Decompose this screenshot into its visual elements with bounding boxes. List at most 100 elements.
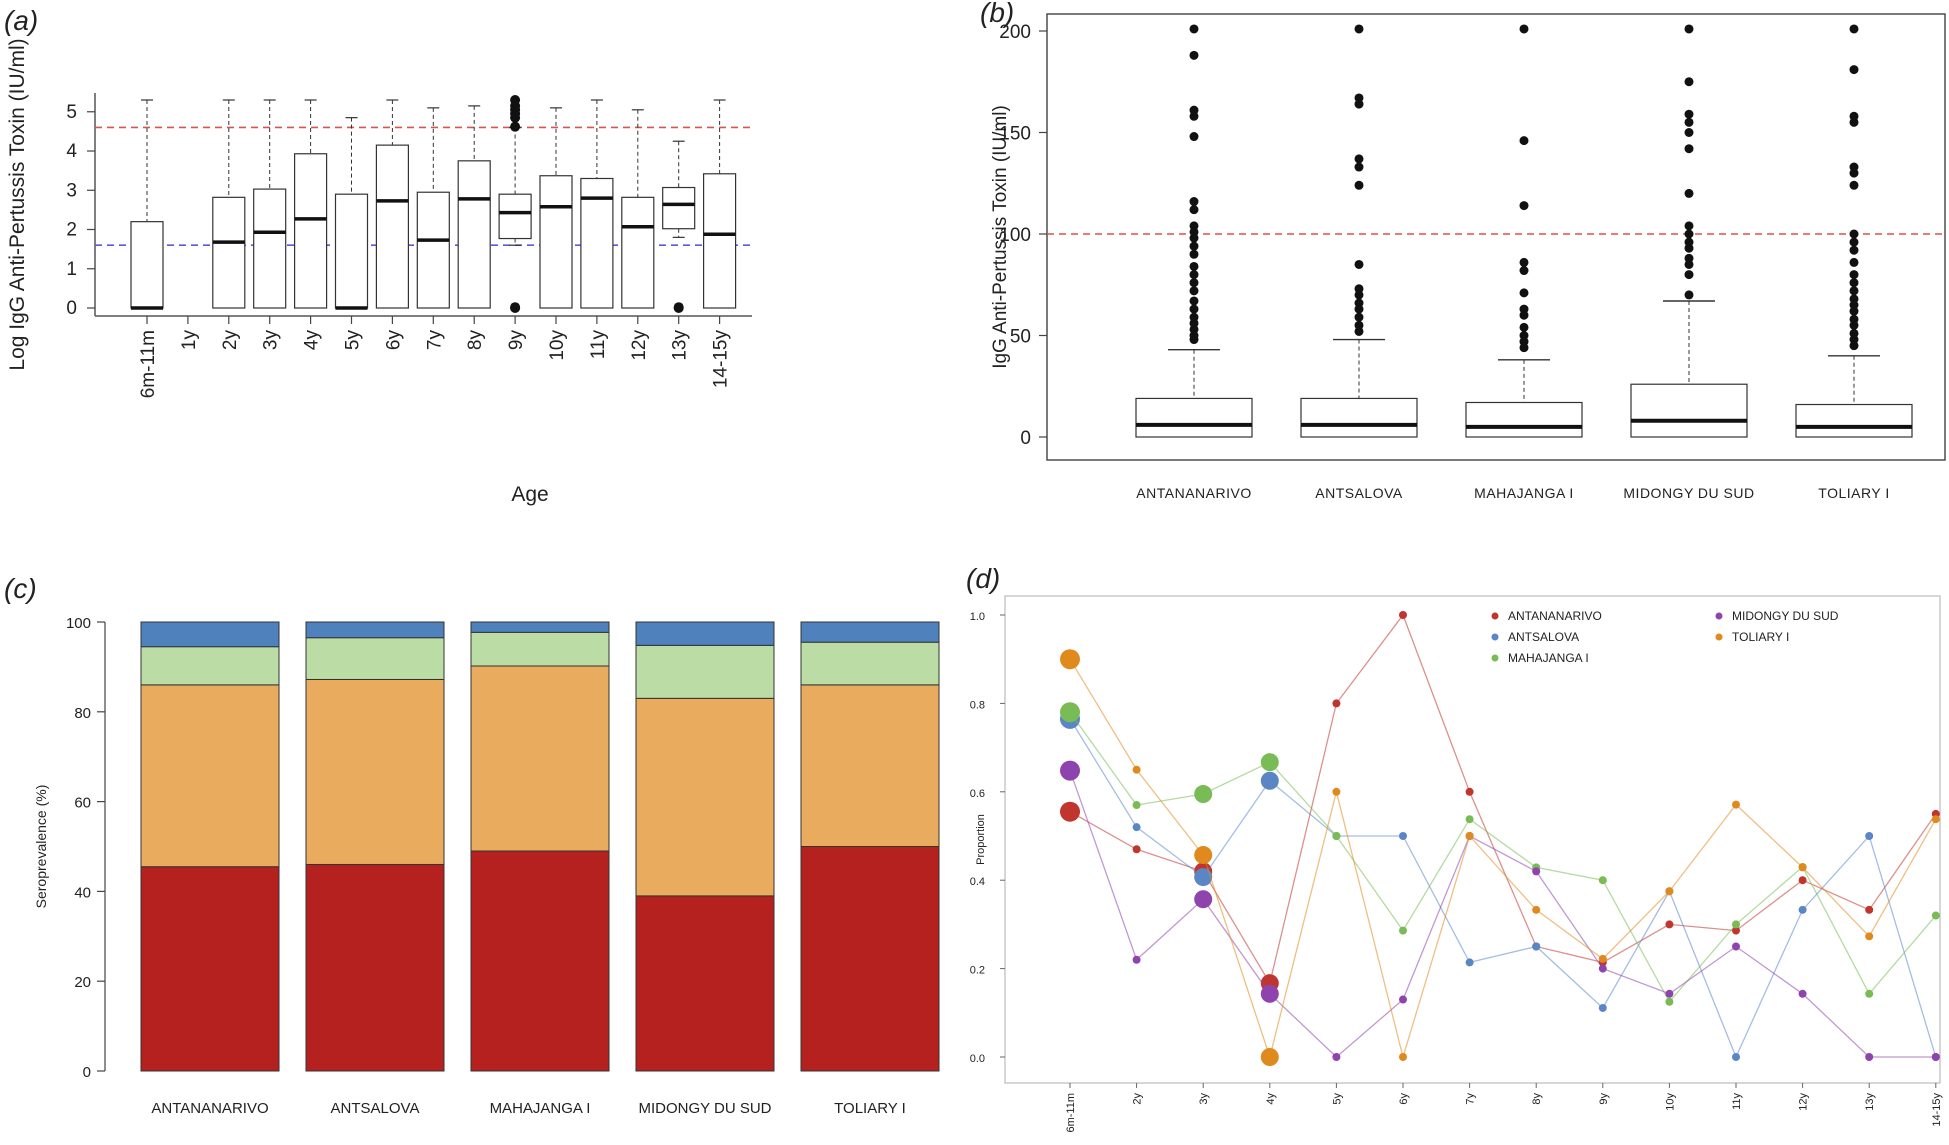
data-point <box>1132 955 1141 964</box>
x-tick-label: 9y <box>1598 1093 1610 1105</box>
legend-label: ANTSALOVA <box>1508 630 1579 644</box>
outlier-point <box>1684 128 1694 137</box>
outlier-point <box>1189 304 1199 314</box>
y-tick-label: 3 <box>66 180 77 201</box>
x-tick-label: 1y <box>179 330 200 351</box>
y-tick-label: 1.0 <box>970 611 985 623</box>
data-point <box>1598 876 1607 885</box>
y-tick-label: 0 <box>1020 428 1031 449</box>
outlier-point <box>1189 241 1199 251</box>
data-point <box>1060 801 1080 822</box>
data-point <box>1532 942 1541 951</box>
outlier-point <box>1684 144 1694 154</box>
y-axis-label: IgG Anti-Pertussis Toxin (IU/ml) <box>990 105 1011 369</box>
series-line <box>1069 711 1937 1003</box>
data-point <box>1060 649 1080 670</box>
outlier-point <box>1849 162 1859 172</box>
bar-segment <box>635 621 775 646</box>
data-point <box>1132 801 1141 810</box>
x-tick-label: 10y <box>1664 1093 1676 1111</box>
outlier-point <box>673 302 684 313</box>
data-point <box>1865 905 1874 914</box>
data-point <box>1399 995 1407 1004</box>
outlier-point <box>1849 24 1859 34</box>
outlier-point <box>1189 261 1199 271</box>
outlier-point <box>1189 105 1199 115</box>
x-tick-label: MAHAJANGA I <box>490 1100 591 1117</box>
x-tick-label: 12y <box>1798 1093 1810 1111</box>
x-tick-label: ANTSALOVA <box>1315 485 1403 501</box>
outlier-point <box>1189 132 1199 142</box>
outlier-point <box>1189 221 1199 231</box>
x-axis-label: Age <box>511 483 548 506</box>
data-point <box>1260 753 1279 772</box>
legend-marker <box>1491 654 1499 662</box>
panel-c-stacked-bar: 0 20 40 60 80 100 ANTANANARIVO ANTSALOVA MAHAJAN… <box>33 615 940 1117</box>
outlier-point <box>1189 270 1199 280</box>
x-tick-label: MAHAJANGA I <box>1474 485 1574 501</box>
x-tick-label: TOLIARY I <box>1818 485 1889 501</box>
outlier-point <box>1684 270 1694 280</box>
data-point <box>1060 702 1080 723</box>
x-tick-label: 6y <box>383 330 404 351</box>
bar-segment <box>305 621 445 639</box>
bar-segment <box>305 678 445 865</box>
data-point <box>1865 832 1874 840</box>
legend-label: MAHAJANGA I <box>1508 651 1589 665</box>
box <box>416 191 450 309</box>
outlier-point <box>1684 77 1694 87</box>
bar-segment <box>470 631 610 667</box>
outlier-point <box>1189 24 1199 34</box>
x-tick-label: 5y <box>343 330 364 351</box>
y-tick-label: 0.2 <box>970 965 985 977</box>
y-tick-label: 100 <box>66 615 91 632</box>
bar-segment <box>800 846 940 1072</box>
x-tick-label: 3y <box>1198 1093 1210 1105</box>
data-point <box>1931 911 1940 920</box>
data-point <box>1399 832 1407 840</box>
outlier-point <box>1849 270 1859 280</box>
outlier-point <box>1849 278 1859 288</box>
outlier-point <box>1849 65 1859 75</box>
x-tick-label: 10y <box>547 330 568 361</box>
x-tick-label: 7y <box>1465 1093 1477 1105</box>
y-tick-label: 0.4 <box>970 876 985 888</box>
data-point <box>1399 611 1407 619</box>
panel-label-c: (c) <box>4 573 37 604</box>
y-axis-label: Proportion <box>975 814 987 865</box>
x-tick-label: 13y <box>1864 1093 1876 1111</box>
outlier-point <box>1684 109 1694 119</box>
bar-segment <box>140 646 280 686</box>
data-point <box>1598 964 1607 973</box>
panel-d-line-chart: 0.0 0.2 0.4 0.6 0.8 1.0 6m-11m 2y 3y 4y 5y 6y 7y 8y 9y… <box>970 595 1943 1133</box>
x-tick-label: MIDONGY DU SUD <box>1623 485 1754 501</box>
data-point <box>1732 926 1740 935</box>
data-point <box>1798 863 1807 872</box>
outlier-point <box>1519 257 1529 267</box>
data-point <box>1598 954 1607 963</box>
bar-segment <box>635 644 775 699</box>
plot-frame <box>1046 13 1946 461</box>
x-tick-label: 4y <box>1265 1093 1277 1105</box>
y-axis-label: Log IgG Anti-Pertussis Toxin (IU/ml) <box>6 38 29 370</box>
series-line <box>1069 770 1936 1058</box>
data-point <box>1598 1003 1607 1012</box>
outlier-point <box>1189 296 1199 306</box>
box <box>1465 401 1583 438</box>
x-tick-label: 14-15y <box>1931 1093 1943 1127</box>
outlier-point <box>1189 197 1199 207</box>
bar-segment <box>140 621 280 648</box>
outlier-point <box>1519 24 1529 34</box>
outlier-point <box>1519 201 1529 211</box>
y-tick-label: 20 <box>74 974 91 991</box>
bar-segment <box>140 684 280 868</box>
outlier-point <box>1684 229 1694 239</box>
outlier-point <box>1849 245 1859 255</box>
outlier-point <box>1519 331 1529 340</box>
legend-marker <box>1491 633 1499 641</box>
data-point <box>1194 785 1213 804</box>
outlier-point <box>1354 312 1364 322</box>
legend-marker <box>1491 612 1499 620</box>
bar-segment <box>140 866 280 1072</box>
outlier-point <box>1684 117 1694 127</box>
